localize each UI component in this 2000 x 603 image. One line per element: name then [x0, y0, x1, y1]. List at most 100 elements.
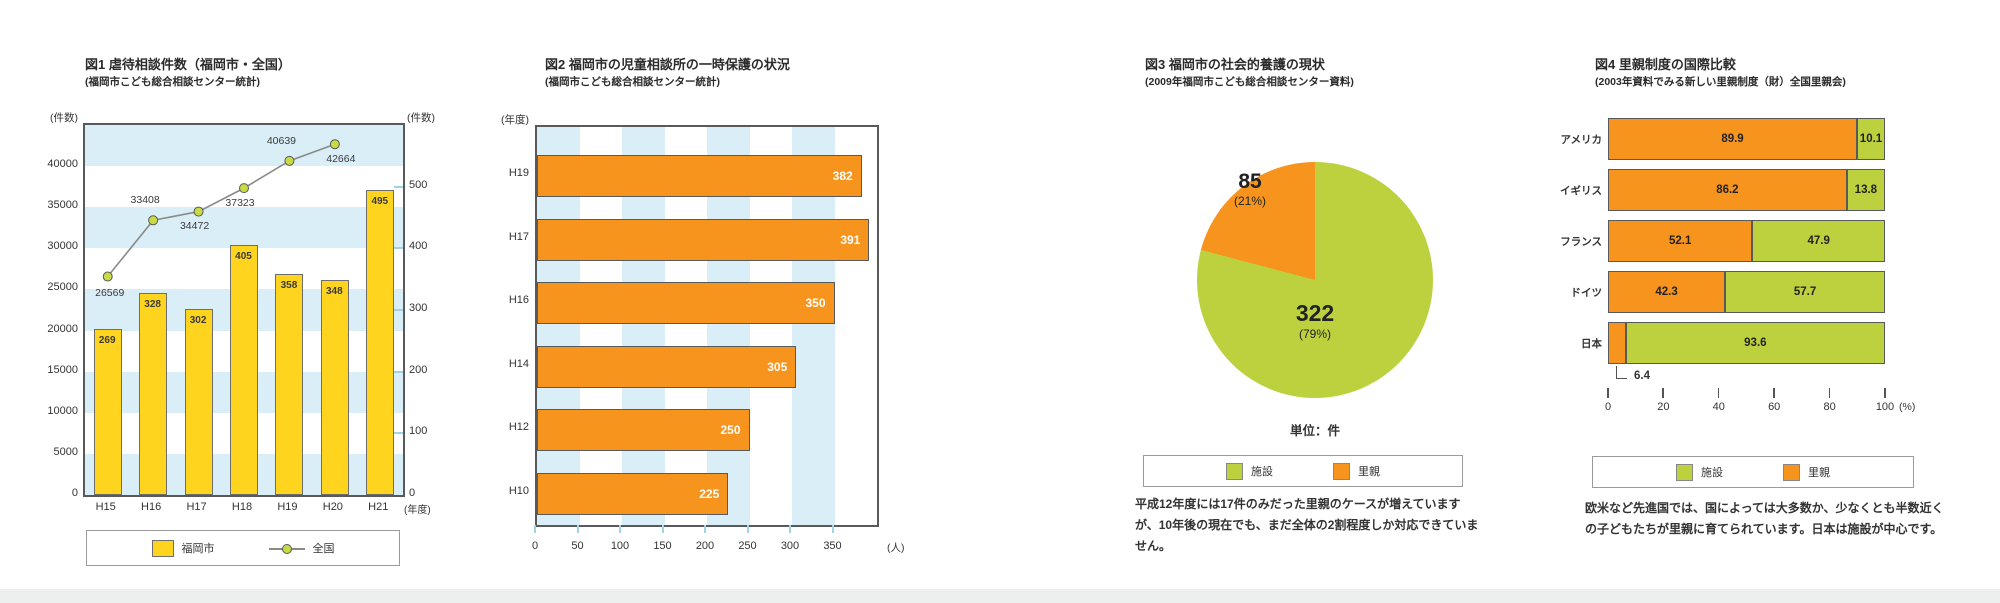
fukuoka-bar: 405 [230, 245, 258, 495]
national-line-swatch [268, 543, 305, 554]
shisetsu-segment-value: 47.9 [1807, 235, 1830, 247]
hoikusho-bar-value: 350 [805, 296, 826, 310]
line-point-value: 37323 [225, 197, 255, 210]
x-axis-tick-label: 0 [1604, 401, 1612, 413]
x-axis-category-label: H15 [95, 501, 116, 513]
fukuoka-bar: 358 [275, 274, 304, 495]
x-axis-category-label: H19 [277, 501, 298, 513]
hoikusho-bar-value: 250 [720, 423, 741, 437]
left-axis-tick-label: 5000 [53, 445, 78, 458]
figure4-title: 図4 里親制度の国際比較 [1595, 57, 1736, 72]
left-axis-tick-label: 25000 [47, 281, 78, 294]
figure2-subtitle: (福岡市こども総合相談センター統計) [545, 76, 720, 88]
country-label: イギリス [1560, 185, 1602, 197]
hoikusho-bar: 382 [537, 155, 862, 197]
hoikusho-bar: 225 [537, 472, 729, 515]
shisetsu-segment: 13.8 [1846, 169, 1885, 211]
grid-stripe [85, 207, 403, 249]
shisetsu-segment: 57.7 [1725, 271, 1885, 313]
line-point-value: 33408 [130, 194, 160, 207]
satooya-percent: (21%) [1233, 194, 1266, 208]
left-axis-tick-label: 30000 [47, 240, 78, 253]
figure3-pie [1197, 162, 1433, 398]
satooya-segment: 89.9 [1608, 118, 1858, 160]
left-axis-tick-label: 35000 [47, 199, 78, 212]
fukuoka-bar-value: 269 [98, 335, 116, 347]
left-axis-tick-label: 15000 [47, 363, 78, 376]
figure3-unit-note: 単位：件 [1289, 424, 1340, 438]
x-axis-tick-mark [619, 525, 621, 533]
satooya-value: 85 [1238, 170, 1262, 193]
fukuoka-bar: 495 [366, 189, 395, 495]
satooya-segment-value: 89.9 [1721, 133, 1744, 145]
x-axis-tick-label: 80 [1823, 401, 1836, 413]
satooya-segment: 86.2 [1608, 169, 1847, 211]
right-axis-tick-mark [394, 309, 403, 311]
hoikusho-bar-value: 225 [699, 486, 720, 501]
shisetsu-segment: 93.6 [1625, 322, 1885, 364]
fukuoka-bar-value: 302 [189, 314, 207, 326]
hoikusho-bar-value: 382 [832, 169, 853, 183]
x-axis-tick-mark [534, 525, 536, 533]
left-axis-tick-label: 0 [71, 487, 78, 499]
fukuoka-bar: 302 [184, 308, 213, 495]
figure3-caption: 平成12年度には17件のみだった里親のケースが増えていますが、10年後の現在でも… [1135, 497, 1479, 553]
figure1-legend-national-label: 全国 [312, 543, 335, 555]
x-axis-tick-mark [1828, 388, 1831, 398]
right-axis-tick-mark [394, 247, 403, 250]
satooya-segment: 52.1 [1608, 220, 1753, 262]
right-axis-tick-mark [394, 370, 403, 373]
figure1-legend-fukuoka: 福岡市 [151, 539, 215, 557]
bottom-page-strip [0, 589, 2000, 603]
satooya-segment [1608, 322, 1626, 364]
x-axis-tick-label: 250 [738, 540, 757, 552]
figure1-x-axis-unit: (年度) [404, 505, 431, 516]
right-axis-tick-label: 0 [409, 487, 416, 499]
figure3-title: 図3 福岡市の社会的養護の現状 [1145, 57, 1325, 72]
fukuoka-bar-value: 328 [144, 298, 161, 310]
satooya-swatch [1333, 462, 1350, 480]
figure1-title: 図1 虐待相談件数（福岡市・全国） [85, 57, 291, 72]
hoikusho-bar: 391 [537, 218, 870, 261]
japan-callout-line [1616, 366, 1627, 379]
fukuoka-bar-value: 358 [280, 280, 298, 292]
x-axis-tick-mark [1607, 388, 1609, 398]
fukuoka-bar-value: 405 [235, 251, 252, 263]
x-axis-tick-mark [1773, 388, 1775, 398]
figure2-plot-area: 382 391 350 305 250 225 [535, 125, 879, 527]
figure2-x-axis-unit: (人) [887, 542, 905, 554]
x-axis-tick-label: 200 [695, 540, 715, 552]
figure1-left-axis-unit: (件数) [50, 112, 78, 124]
x-axis-tick-label: 20 [1657, 401, 1670, 413]
x-axis-tick-mark [831, 525, 834, 533]
fukuoka-bar-value: 348 [326, 286, 343, 298]
x-axis-tick-label: 60 [1768, 401, 1781, 413]
figure1-legend-fukuoka-label: 福岡市 [181, 543, 215, 555]
x-axis-tick-label: 50 [571, 540, 584, 552]
figure3-subtitle: (2009年福岡市こども総合相談センター資料) [1145, 76, 1354, 88]
x-axis-tick-label: 350 [823, 540, 842, 552]
satooya-segment-value: 86.2 [1716, 184, 1739, 196]
country-label: フランス [1560, 236, 1602, 248]
fukuoka-bar-swatch [151, 539, 174, 557]
satooya-segment-value: 42.3 [1655, 286, 1678, 298]
satooya-swatch [1783, 463, 1800, 481]
right-axis-tick-mark [394, 185, 403, 188]
line-point-value: 34472 [179, 219, 210, 232]
right-axis-tick-label: 100 [409, 425, 428, 438]
hoikusho-bar: 250 [537, 409, 750, 451]
left-axis-tick-label: 10000 [47, 404, 78, 417]
x-axis-tick-label: 150 [653, 540, 672, 552]
figure1-right-axis-unit: (件数) [407, 112, 435, 124]
x-axis-tick-mark [1662, 388, 1664, 398]
figure4-caption: 欧米など先進国では、国によっては大多数か、少なくとも半数近くの子どもたちが里親に… [1585, 501, 1944, 536]
figure4-panel: 図4 里親制度の国際比較 (2003年資料でみる新しい里親制度（財）全国里親会)… [1545, 48, 1990, 593]
y-axis-category-label: H12 [508, 421, 529, 433]
figure2-y-axis-unit: (年度) [501, 114, 529, 126]
figure2-panel: 図2 福岡市の児童相談所の一時保護の状況 (福岡市こども総合相談センター統計) … [495, 48, 905, 580]
left-axis-tick-label: 20000 [47, 322, 78, 335]
hoikusho-bar: 350 [537, 282, 835, 324]
x-axis-category-label: H18 [231, 501, 253, 513]
shisetsu-value: 322 [1295, 300, 1335, 326]
figure4-legend-shisetsu: 施設 [1676, 463, 1723, 481]
